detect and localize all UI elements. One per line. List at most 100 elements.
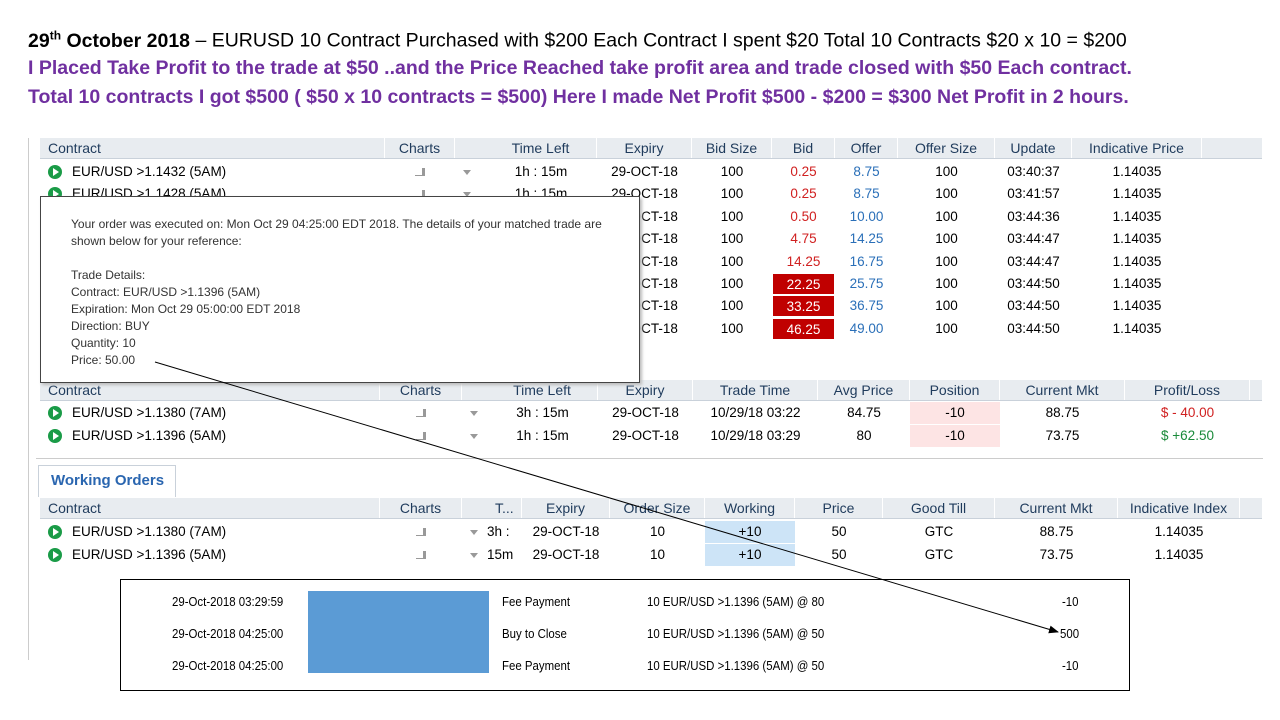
table-cell: 73.75 (1045, 427, 1080, 443)
table-cell: 100 (720, 208, 744, 224)
table-cell: EUR/USD >1.1380 (7AM) (72, 405, 227, 420)
table-header (40, 380, 1262, 401)
table-cell: EUR/USD >1.1396 (5AM) (72, 546, 227, 562)
table-cell: 73.75 (1039, 546, 1074, 562)
working-orders-tab[interactable]: Working Orders (38, 465, 176, 497)
column-header: Working (705, 498, 795, 518)
table-cell: 1.14035 (1112, 231, 1162, 247)
column-header: Contract (40, 138, 385, 158)
popup-line: Contract: EUR/USD >1.1396 (5AM) (71, 285, 261, 299)
header-line-3: Total 10 contracts I got $500 ( $50 x 10… (28, 86, 1129, 108)
table-cell: 100 (935, 276, 958, 291)
column-header: Profit/Loss (1125, 380, 1250, 400)
column-header: Current Mkt (995, 498, 1118, 518)
chart-icon (416, 550, 426, 559)
column-header: Indicative Price (1072, 138, 1202, 158)
statement-type: Fee Payment (502, 594, 571, 609)
table-cell: -10 (910, 402, 1000, 424)
table-cell: EUR/USD >1.1380 (7AM) (72, 524, 227, 539)
column-header: Order Size (610, 498, 705, 518)
table-cell: 1.14035 (1112, 253, 1162, 269)
popup-heading: Trade Details (71, 268, 142, 282)
statement-description: 10 EUR/USD >1.1396 (5AM) @ 50 (647, 658, 825, 673)
table-cell: 1h : 15m (516, 427, 569, 443)
column-header: Good Till (883, 498, 995, 518)
column-header: Update (995, 138, 1072, 158)
column-header: Avg Price (818, 380, 910, 400)
column-header: T... (487, 498, 522, 518)
table-header (40, 138, 1262, 159)
table-cell: 10/29/18 03:22 (710, 405, 801, 420)
table-cell: 29-OCT-18 (612, 427, 679, 443)
table-cell: 100 (935, 253, 958, 269)
play-icon (48, 165, 62, 179)
table-cell: 36.75 (849, 298, 884, 314)
statement-date: 29-Oct-2018 04:25:00 (172, 626, 284, 641)
dropdown-icon (470, 552, 478, 558)
column-header: Current Mkt (1000, 380, 1125, 400)
chart-icon (415, 168, 425, 176)
table-cell: 03:44:50 (1007, 320, 1060, 336)
popup-line: Price: 50.00 (71, 353, 136, 367)
popup-heading-wrap: Trade Details: (71, 268, 146, 282)
table-cell: 15m (487, 546, 514, 562)
column-header: Bid (772, 138, 835, 158)
table-cell: 84.75 (847, 405, 881, 420)
table-cell: 100 (935, 231, 958, 247)
table-cell: -10 (910, 424, 1000, 447)
table-cell: GTC (924, 546, 954, 562)
table-cell: 10/29/18 03:29 (710, 427, 801, 443)
table-cell: 1.14035 (1154, 524, 1204, 539)
table-cell: 29-OCT-18 (532, 524, 600, 539)
table-cell: 100 (720, 298, 744, 314)
table-cell: 03:44:50 (1007, 298, 1060, 314)
column-header: Price (795, 498, 883, 518)
column-header: Contract (40, 498, 380, 518)
column-header: Charts (385, 138, 455, 158)
arrow (154, 361, 1059, 634)
table-cell: 1.14035 (1112, 298, 1162, 314)
table-cell: 100 (720, 164, 744, 179)
table-cell: 14.25 (849, 231, 884, 247)
popup-intro-2: shown below for your reference: (71, 234, 242, 248)
table-cell: 4.75 (790, 231, 817, 247)
table-cell: 100 (720, 231, 744, 247)
popup-intro: Your order was executed on: Mon Oct 29 0… (71, 217, 602, 231)
month-year: October 2018 (66, 29, 191, 52)
table-cell: 3h : 15m (516, 405, 569, 420)
table-cell: 03:44:47 (1007, 253, 1060, 269)
table-cell: 100 (720, 320, 744, 336)
table-cell: 29-OCT-18 (612, 405, 679, 420)
column-header: Trade Time (693, 380, 818, 400)
play-icon (48, 525, 62, 539)
table-cell: 1.14035 (1112, 208, 1162, 224)
statement-description: 10 EUR/USD >1.1396 (5AM) @ 50 (647, 626, 825, 641)
statement-description: 10 EUR/USD >1.1396 (5AM) @ 80 (647, 594, 825, 609)
statement-type: Buy to Close (502, 626, 567, 641)
chart-icon (416, 409, 426, 417)
table-cell: GTC (924, 524, 954, 539)
table-cell: 88.75 (1045, 405, 1080, 420)
table-cell: EUR/USD >1.1396 (5AM) (72, 427, 227, 443)
table-cell: 100 (720, 276, 744, 291)
statement-amount: -10 (1062, 594, 1079, 609)
table-cell: 0.25 (790, 186, 817, 202)
table-cell: 100 (935, 164, 958, 179)
table-cell: 16.75 (849, 253, 884, 269)
table-cell: 10 (649, 546, 666, 562)
table-cell: 0.50 (790, 208, 817, 224)
chart-icon (416, 431, 426, 440)
table-cell: 03:40:37 (1007, 164, 1060, 179)
table-cell: 100 (720, 186, 744, 202)
table-cell: 14.25 (786, 253, 821, 269)
column-header: Indicative Index (1118, 498, 1240, 518)
statement-box: 29-Oct-2018 03:29:59 Fee Payment 10 EUR/US… (120, 579, 1130, 691)
column-header: Expiry (522, 498, 610, 518)
table-cell: 100 (935, 320, 958, 336)
line-1-text: – EURUSD 10 Contract Purchased with $200… (195, 29, 1127, 52)
table-cell: 1.14035 (1112, 164, 1162, 179)
popup-line: Direction: BUY (71, 319, 150, 333)
play-icon (48, 547, 62, 562)
